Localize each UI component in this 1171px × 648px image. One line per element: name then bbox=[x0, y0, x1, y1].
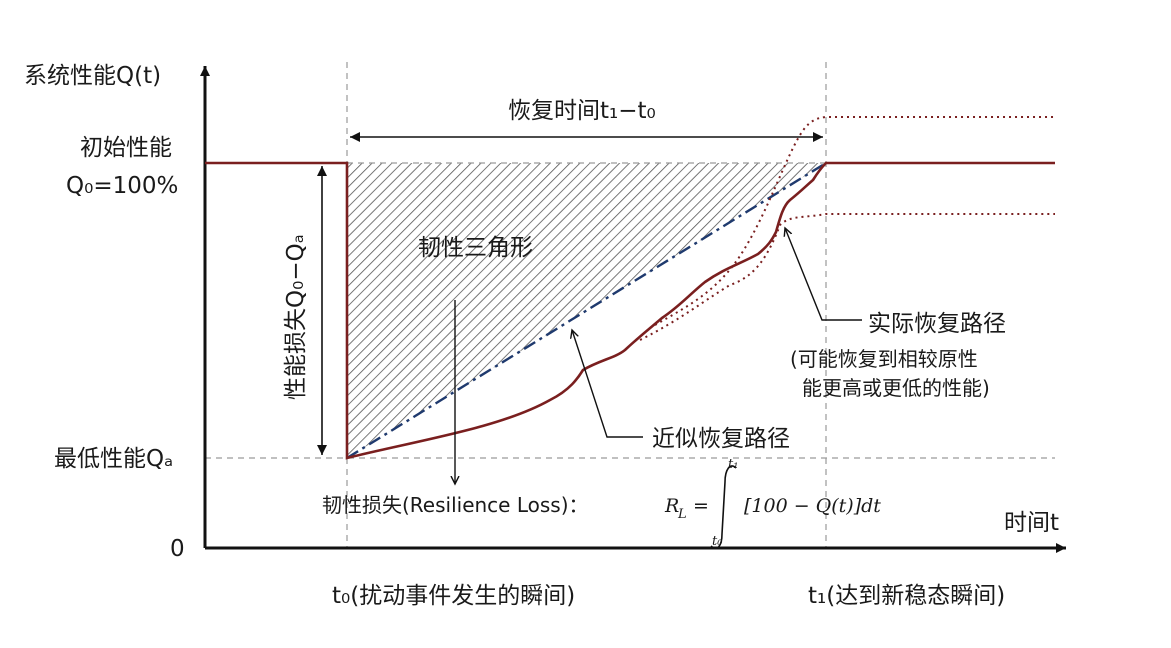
performance-curve bbox=[205, 161, 1055, 460]
formula-eq: = bbox=[693, 495, 709, 517]
actual-path-note-1: (可能恢复到相较原性 bbox=[790, 347, 978, 371]
actual-path-note-2: 能更高或更低的性能) bbox=[802, 376, 990, 400]
integral-sign bbox=[710, 465, 737, 550]
actual-path-label: 实际恢复路径 bbox=[868, 311, 1006, 337]
resilience-loss-label: 韧性损失(Resilience Loss)： bbox=[322, 493, 589, 517]
formula-lhs: R bbox=[664, 495, 679, 517]
recovery-time-label: 恢复时间t₁−t₀ bbox=[508, 98, 656, 124]
formula-integrand: [100 − Q(t)]dt bbox=[744, 495, 881, 517]
formula-lower: t₀ bbox=[712, 534, 723, 549]
formula-upper: t₁ bbox=[728, 457, 738, 472]
min-perf-label: 最低性能Qₐ bbox=[54, 446, 173, 472]
origin-label: 0 bbox=[170, 536, 185, 562]
t1-label: t₁(达到新稳态瞬间) bbox=[808, 583, 1005, 609]
resilience-formula: R L = t₁ t₀ [100 − Q(t)]dt bbox=[664, 457, 881, 550]
perf-loss-label: 性能损失Q₀−Qₐ bbox=[283, 234, 309, 400]
approx-path-leader bbox=[572, 330, 643, 438]
y-axis-label: 系统性能Q(t) bbox=[24, 63, 161, 89]
approx-recovery-line bbox=[346, 161, 827, 460]
formula-lhs-sub: L bbox=[677, 507, 687, 522]
approx-path-label: 近似恢复路径 bbox=[652, 426, 790, 452]
t0-label: t₀(扰动事件发生的瞬间) bbox=[332, 583, 575, 609]
actual-path-leader bbox=[785, 228, 862, 321]
x-axis-label: 时间t bbox=[1004, 510, 1059, 536]
triangle-label: 韧性三角形 bbox=[418, 235, 533, 261]
initial-perf-value: Q₀=100% bbox=[66, 173, 178, 199]
initial-perf-label: 初始性能 bbox=[80, 135, 172, 161]
